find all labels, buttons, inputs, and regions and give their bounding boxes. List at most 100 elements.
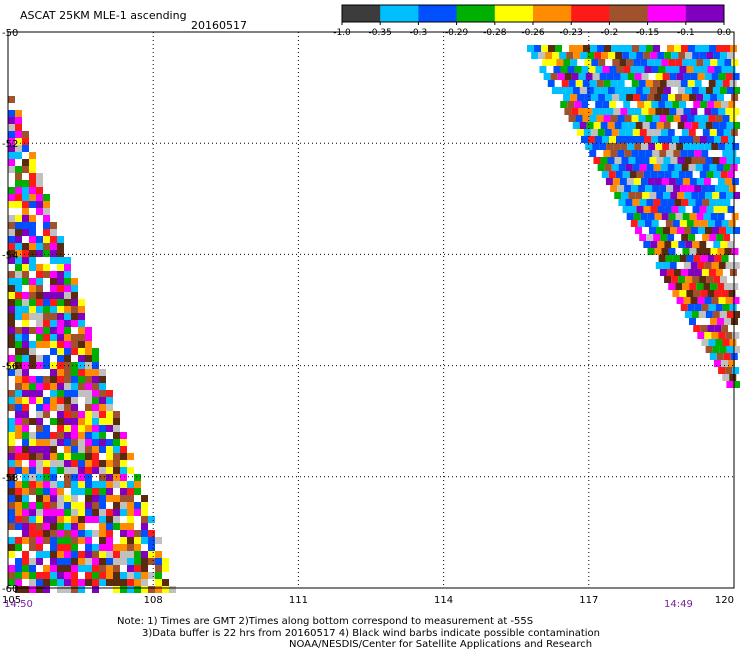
swath-cell bbox=[127, 565, 134, 572]
swath-cell bbox=[659, 115, 667, 122]
swath-cell bbox=[593, 87, 601, 94]
swath-cell bbox=[92, 390, 99, 397]
swath-cell bbox=[92, 446, 99, 453]
swath-cell bbox=[85, 439, 92, 446]
swath-cell bbox=[667, 234, 675, 241]
swath-cell bbox=[630, 101, 638, 108]
swath-cell bbox=[698, 192, 706, 199]
swath-cell bbox=[57, 579, 64, 586]
swath-cell bbox=[71, 446, 78, 453]
swath-cell bbox=[581, 136, 589, 143]
swath-cell bbox=[684, 87, 692, 94]
swath-cell bbox=[686, 136, 694, 143]
swath-cell bbox=[728, 220, 736, 227]
swath-cell bbox=[71, 313, 78, 320]
y-tick-label: -60 bbox=[2, 584, 18, 595]
swath-cell bbox=[15, 467, 22, 474]
swath-cell bbox=[43, 243, 50, 250]
swath-cell bbox=[689, 178, 697, 185]
swath-cell bbox=[8, 110, 15, 117]
swath-cell bbox=[113, 586, 120, 593]
swath-cell bbox=[36, 173, 43, 180]
swath-cell bbox=[598, 59, 606, 66]
swath-cell bbox=[708, 185, 716, 192]
swath-cell bbox=[15, 138, 22, 145]
swath-cell bbox=[653, 234, 661, 241]
swath-cell bbox=[29, 264, 36, 271]
swath-cell bbox=[643, 241, 651, 248]
swath-cell bbox=[36, 257, 43, 264]
swath-cell bbox=[687, 80, 695, 87]
swath-cell bbox=[43, 278, 50, 285]
swath-cell bbox=[43, 439, 50, 446]
swath-cell bbox=[8, 208, 15, 215]
swath-cell bbox=[546, 66, 554, 73]
swath-cell bbox=[706, 206, 714, 213]
swath-cell bbox=[556, 59, 564, 66]
swath-cell bbox=[683, 73, 691, 80]
swath-cell bbox=[671, 276, 679, 283]
swath-cell bbox=[50, 432, 57, 439]
swath-cell bbox=[642, 87, 650, 94]
swath-cell bbox=[8, 124, 15, 131]
swath-cell bbox=[733, 346, 740, 353]
swath-cell bbox=[681, 199, 689, 206]
swath-cell bbox=[99, 446, 106, 453]
swath-cell bbox=[8, 551, 15, 558]
swath-cell bbox=[85, 418, 92, 425]
swath-cell bbox=[64, 453, 71, 460]
colorbar-label: -0.29 bbox=[445, 28, 469, 38]
swath-cell bbox=[723, 234, 731, 241]
swath-cell bbox=[36, 341, 43, 348]
swath-cell bbox=[50, 390, 57, 397]
swath-cell bbox=[716, 199, 724, 206]
swath-cell bbox=[43, 285, 50, 292]
swath-cell bbox=[57, 390, 64, 397]
swath-cell bbox=[50, 460, 57, 467]
swath-cell bbox=[612, 59, 620, 66]
swath-cell bbox=[696, 318, 704, 325]
swath-cell bbox=[29, 453, 36, 460]
swath-cell bbox=[85, 397, 92, 404]
swath-cell bbox=[659, 80, 667, 87]
swath-cell bbox=[43, 404, 50, 411]
swath-cell bbox=[99, 565, 106, 572]
swath-cell bbox=[71, 418, 78, 425]
swath-cell bbox=[29, 551, 36, 558]
swath-cell bbox=[596, 150, 604, 157]
swath-cell bbox=[120, 558, 127, 565]
swath-cell bbox=[703, 318, 711, 325]
swath-cell bbox=[732, 367, 740, 374]
swath-cell bbox=[618, 199, 626, 206]
swath-cell bbox=[8, 376, 15, 383]
swath-cell bbox=[732, 297, 740, 304]
swath-cell bbox=[43, 229, 50, 236]
swath-cell bbox=[148, 530, 155, 537]
swath-cell bbox=[660, 129, 668, 136]
swath-cell bbox=[614, 157, 622, 164]
swath-cell bbox=[78, 334, 85, 341]
swath-cell bbox=[15, 201, 22, 208]
swath-cell bbox=[728, 136, 736, 143]
swath-cell bbox=[99, 502, 106, 509]
swath-cell bbox=[99, 390, 106, 397]
swath-cell bbox=[71, 285, 78, 292]
swath-cell bbox=[29, 446, 36, 453]
swath-cell bbox=[15, 509, 22, 516]
swath-cell bbox=[682, 248, 690, 255]
colorbar-label: 0.0 bbox=[717, 28, 732, 38]
swath-cell bbox=[85, 516, 92, 523]
swath-cell bbox=[8, 474, 15, 481]
swath-cell bbox=[57, 488, 64, 495]
swath-cell bbox=[106, 418, 113, 425]
swath-cell bbox=[704, 143, 712, 150]
swath-cell bbox=[701, 115, 709, 122]
swath-cell bbox=[85, 383, 92, 390]
swath-cell bbox=[78, 544, 85, 551]
swath-cell bbox=[655, 262, 663, 269]
swath-cell bbox=[57, 355, 64, 362]
swath-cell bbox=[732, 332, 740, 339]
swath-cell bbox=[15, 173, 22, 180]
swath-cell bbox=[71, 278, 78, 285]
swath-cell bbox=[29, 257, 36, 264]
